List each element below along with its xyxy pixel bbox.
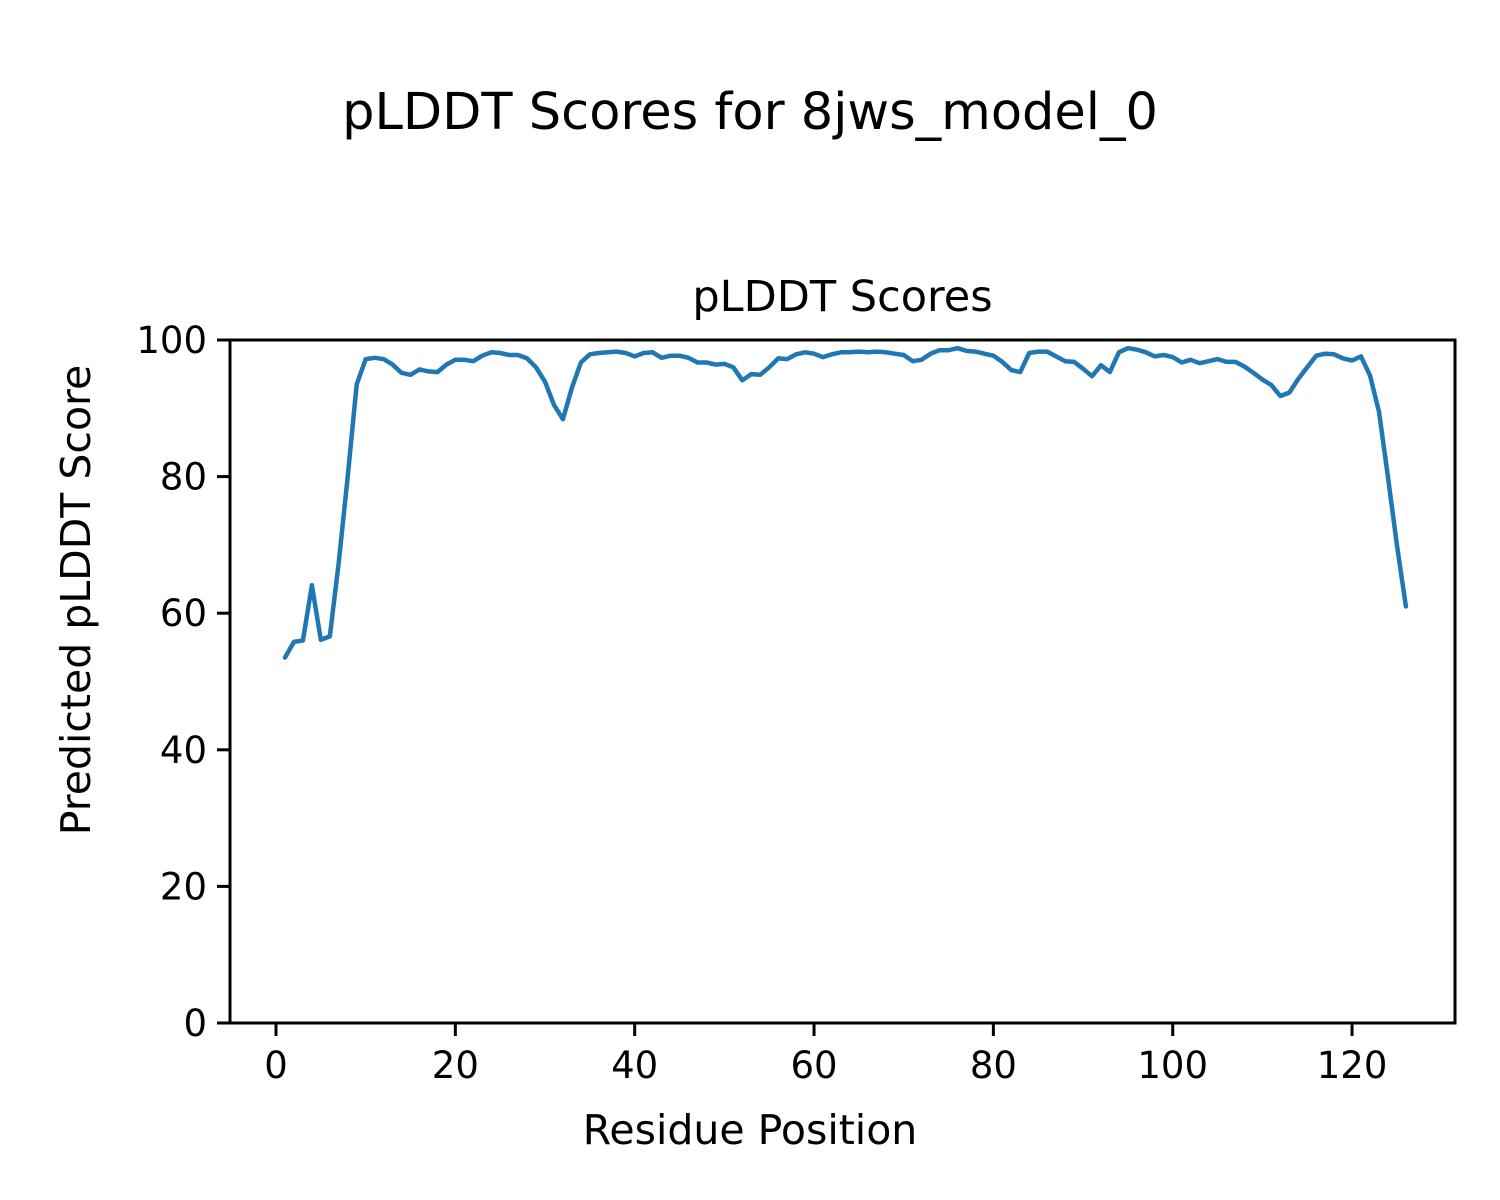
y-tick-label: 0 xyxy=(183,1002,207,1045)
x-tick-label: 60 xyxy=(790,1044,837,1087)
axes-spines xyxy=(228,338,1457,1025)
x-tick-label: 40 xyxy=(611,1044,658,1087)
x-tick-label: 0 xyxy=(264,1044,288,1087)
y-tick-label: 20 xyxy=(160,865,207,908)
x-tick-label: 120 xyxy=(1317,1044,1388,1087)
plddt-line xyxy=(282,345,1409,660)
x-tick-label: 20 xyxy=(432,1044,479,1087)
x-axis-label: Residue Position xyxy=(582,1106,918,1154)
y-tick-label: 60 xyxy=(160,592,207,635)
y-tick-label: 80 xyxy=(160,456,207,499)
figure-title: pLDDT Scores for 8jws_model_0 xyxy=(342,83,1158,142)
axes-title: pLDDT Scores xyxy=(692,272,993,322)
y-tick-label: 40 xyxy=(160,729,207,772)
y-axis-label: Predicted pLDDT Score xyxy=(52,364,100,836)
y-tick-label: 100 xyxy=(136,319,207,362)
x-tick-label: 80 xyxy=(970,1044,1017,1087)
x-tick-label: 100 xyxy=(1137,1044,1208,1087)
